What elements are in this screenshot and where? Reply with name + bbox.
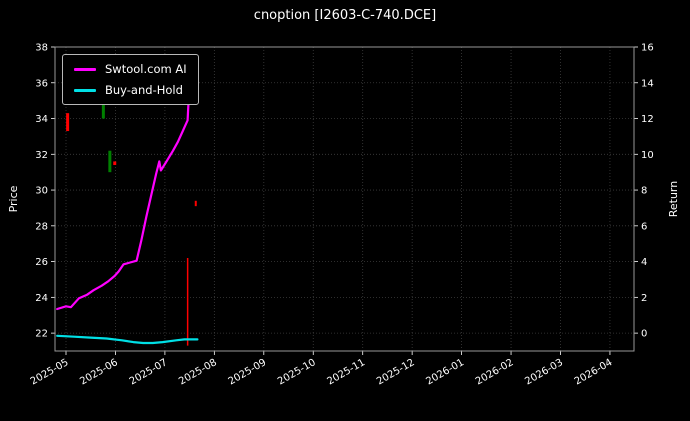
y-tick-label-right: 4 bbox=[641, 257, 647, 268]
x-tick-label: 2025-10 bbox=[276, 357, 318, 387]
y-tick-label-left: 30 bbox=[35, 186, 48, 197]
y-tick-label-right: 10 bbox=[641, 150, 654, 161]
y-tick-label-left: 36 bbox=[35, 78, 48, 89]
series-line-swtool-ai bbox=[56, 85, 191, 311]
series-line-buy-and-hold bbox=[56, 334, 199, 345]
y-tick-label-left: 32 bbox=[35, 150, 48, 161]
y-tick-label-right: 12 bbox=[641, 114, 654, 125]
x-tick-label: 2026-03 bbox=[523, 357, 565, 387]
x-tick-label: 2025-05 bbox=[29, 357, 71, 387]
y-tick-label-left: 38 bbox=[35, 43, 48, 54]
x-tick-label: 2025-08 bbox=[177, 357, 219, 387]
y-tick-label-right: 0 bbox=[641, 329, 647, 340]
x-tick-label: 2025-12 bbox=[375, 357, 417, 387]
plot-border bbox=[54, 46, 635, 352]
legend-item-ai: Swtool.com AI bbox=[74, 62, 187, 76]
x-tick-label: 2025-09 bbox=[227, 357, 269, 387]
x-tick-label: 2025-06 bbox=[78, 357, 120, 387]
legend-swatch-ai-line bbox=[74, 67, 96, 71]
y-tick-label-right: 2 bbox=[641, 293, 647, 304]
legend: Swtool.com AI Buy-and-Hold bbox=[62, 54, 199, 105]
y-tick-label-left: 22 bbox=[35, 329, 48, 340]
y-tick-label-right: 6 bbox=[641, 221, 647, 232]
x-tick-label: 2026-04 bbox=[573, 357, 615, 387]
y-tick-label-left: 26 bbox=[35, 257, 48, 268]
legend-label-ai: Swtool.com AI bbox=[105, 62, 187, 76]
y-tick-label-right: 14 bbox=[641, 78, 654, 89]
x-tick-label: 2025-11 bbox=[326, 357, 368, 387]
legend-item-buy-and-hold: Buy-and-Hold bbox=[74, 83, 187, 97]
y-tick-label-left: 24 bbox=[35, 293, 48, 304]
y-tick-label-right: 8 bbox=[641, 186, 647, 197]
x-tick-label: 2026-02 bbox=[474, 357, 516, 387]
legend-label-buy-and-hold: Buy-and-Hold bbox=[105, 83, 183, 97]
x-tick-label: 2026-01 bbox=[424, 357, 466, 387]
y-tick-label-left: 28 bbox=[35, 221, 48, 232]
y-tick-label-right: 16 bbox=[641, 43, 654, 54]
x-tick-label: 2025-07 bbox=[128, 357, 170, 387]
y-tick-label-left: 34 bbox=[35, 114, 48, 125]
chart-title: cnoption [I2603-C-740.DCE] bbox=[253, 8, 437, 23]
legend-swatch-buy-and-hold-line bbox=[74, 88, 96, 92]
